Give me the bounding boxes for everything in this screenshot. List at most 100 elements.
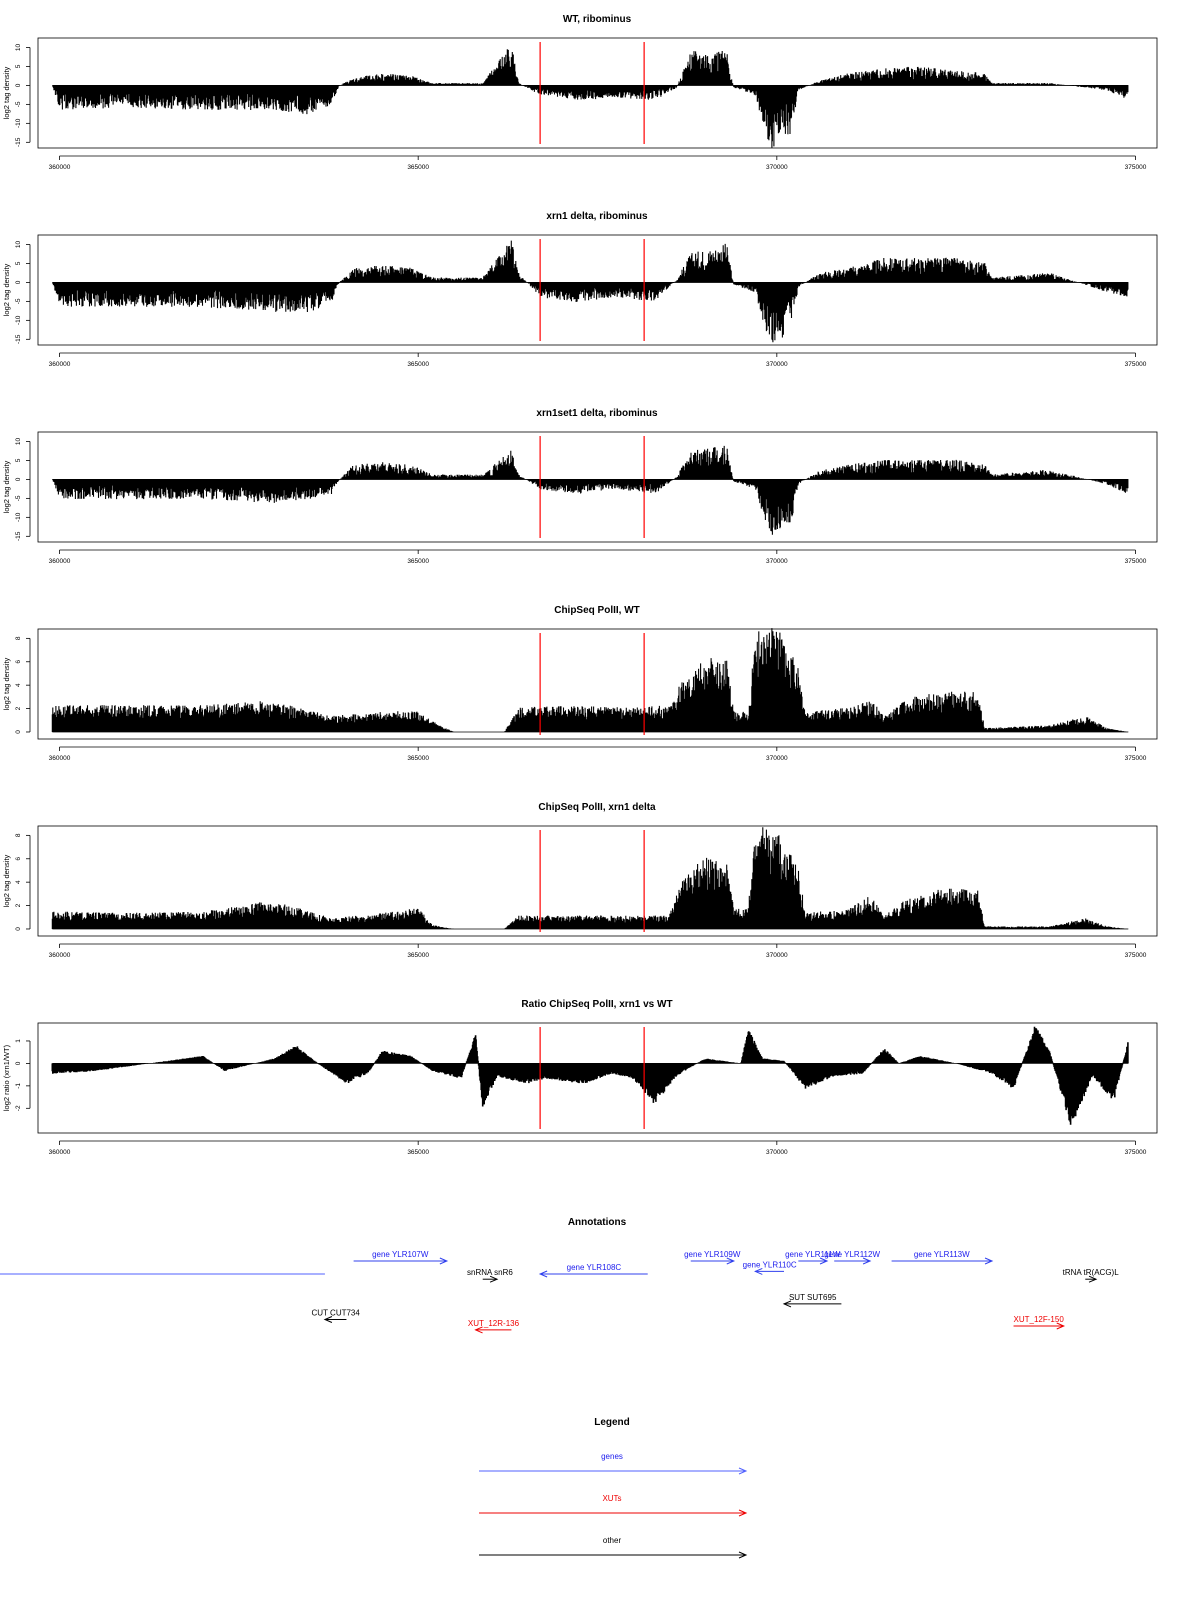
annotation-feature: tRNA tR(ACG)L [1063,1268,1120,1283]
y-tick-label: 0 [15,280,22,284]
legend-title: Legend [594,1417,630,1428]
arrow-head-icon [984,1257,994,1265]
chart-title: xrn1 delta, ribominus [546,211,648,222]
y-tick-label: 8 [15,833,22,837]
annotation-feature: gene YLR113W [891,1250,994,1265]
y-axis-label: log2 tag density [2,460,11,513]
plot-frame [37,234,1158,346]
y-tick-label: 4 [15,683,22,687]
arrow-head-icon [738,1467,748,1475]
legend-label: genes [601,1452,623,1461]
annotation-feature: gene YLR110C [743,1260,797,1275]
y-tick-label: -5 [15,298,22,304]
y-tick-label: 0 [15,927,22,931]
x-tick-label: 375000 [1125,558,1147,565]
y-axis-label: log2 tag density [2,657,11,710]
arrow-head-icon [489,1275,499,1283]
plot-frame [37,37,1158,149]
y-tick-label: 10 [15,240,22,248]
y-tick-label: 2 [15,903,22,907]
feature-label: SUT SUT695 [789,1293,837,1302]
y-axis-label: log2 tag density [2,66,11,119]
y-tick-label: 6 [15,857,22,861]
y-tick-label: 0 [15,477,22,481]
arrow-head-icon [439,1257,449,1265]
plot-frame [37,825,1158,937]
y-tick-label: 6 [15,660,22,664]
feature-label: gene YLR108C [567,1263,622,1272]
annotations-panel: Annotations gene YLR107W gene YLR108C gene … [0,1217,1120,1334]
feature-label: snRNA snR6 [467,1268,513,1277]
x-tick-label: 375000 [1125,755,1147,762]
feature-label: gene YLR109W [684,1250,741,1259]
chart-panel-2: xrn1 delta, ribominus 10 5 0 -5 -10 -15 log2 ta… [2,211,1158,368]
y-tick-label: -10 [15,512,22,522]
y-axis-label: log2 tag density [2,854,11,907]
x-tick-label: 370000 [766,164,788,171]
feature-label: gene YLR111W [785,1250,841,1259]
annotation-feature: SUT SUT695 [782,1293,842,1308]
arrow-head-icon [538,1270,548,1278]
x-tick-label: 375000 [1125,952,1147,959]
y-tick-label: -5 [15,101,22,107]
y-axis-label: log2 tag density [2,263,11,316]
feature-label: tRNA tR(ACG)L [1063,1268,1120,1277]
y-tick-label: 5 [15,64,22,68]
feature-label: gene YLR110C [743,1260,797,1269]
x-tick-label: 365000 [407,361,429,368]
chart-panel-6: Ratio ChipSeq PolII, xrn1 vs WT 1 0 -1 -2 log… [2,999,1158,1156]
x-tick-label: 365000 [407,164,429,171]
data-series [51,628,1129,732]
annotation-feature: gene YLR112W [824,1250,880,1265]
legend-panel: Legend genes XUTs other [479,1417,748,1559]
feature-label: gene YLR113W [914,1250,970,1259]
plot-frame [37,1022,1158,1134]
plot-frame [37,431,1158,543]
chart-panel-4: ChipSeq PolII, WT 0 2 4 6 8 log2 tag density 36… [2,605,1158,762]
y-tick-label: -10 [15,118,22,128]
feature-label: XUT_12R-136 [468,1319,520,1328]
x-tick-label: 365000 [407,755,429,762]
arrow-head-icon [1088,1275,1098,1283]
y-tick-label: 1 [15,1039,22,1043]
arrow-head-icon [738,1551,748,1559]
legend-label: XUTs [602,1494,621,1503]
feature-label: gene YLR112W [824,1250,880,1259]
y-tick-label: -1 [15,1083,22,1089]
x-tick-label: 360000 [49,361,71,368]
plot-frame [37,628,1158,740]
x-tick-label: 370000 [766,361,788,368]
arrow-head-icon [726,1257,736,1265]
feature-label: XUT_12F-150 [1014,1315,1065,1324]
legend-label: other [603,1536,622,1545]
annotation-feature: gene YLR108C [538,1263,648,1278]
y-tick-label: 10 [15,437,22,445]
feature-label: CUT CUT734 [312,1309,361,1318]
annotation-feature: gene YLR107W [353,1250,449,1265]
arrow-head-icon [862,1257,872,1265]
arrow-head-icon [474,1326,483,1334]
annotation-feature: gene YLR109W [684,1250,741,1265]
y-tick-label: 0 [15,83,22,87]
arrow-head-icon [1056,1322,1066,1330]
chart-panel-3: xrn1set1 delta, ribominus 10 5 0 -5 -10 -15 log… [2,408,1158,565]
y-tick-label: -5 [15,495,22,501]
x-tick-label: 370000 [766,1149,788,1156]
annotation-feature: XUT_12F-150 [1014,1315,1066,1330]
feature-label: gene YLR107W [372,1250,429,1259]
arrow-head-icon [323,1316,333,1323]
annotation-feature: gene YLR111W [785,1250,841,1265]
annotation-feature: snRNA snR6 [467,1268,513,1283]
y-tick-label: -10 [15,315,22,325]
data-series [51,1026,1129,1125]
data-series [51,827,1129,929]
y-tick-label: 10 [15,43,22,51]
x-tick-label: 360000 [49,164,71,171]
chart-title: ChipSeq PolII, xrn1 delta [538,802,656,813]
x-tick-label: 360000 [49,952,71,959]
x-tick-label: 365000 [407,1149,429,1156]
y-tick-label: 2 [15,706,22,710]
y-tick-label: 8 [15,636,22,640]
data-series [52,445,1129,535]
